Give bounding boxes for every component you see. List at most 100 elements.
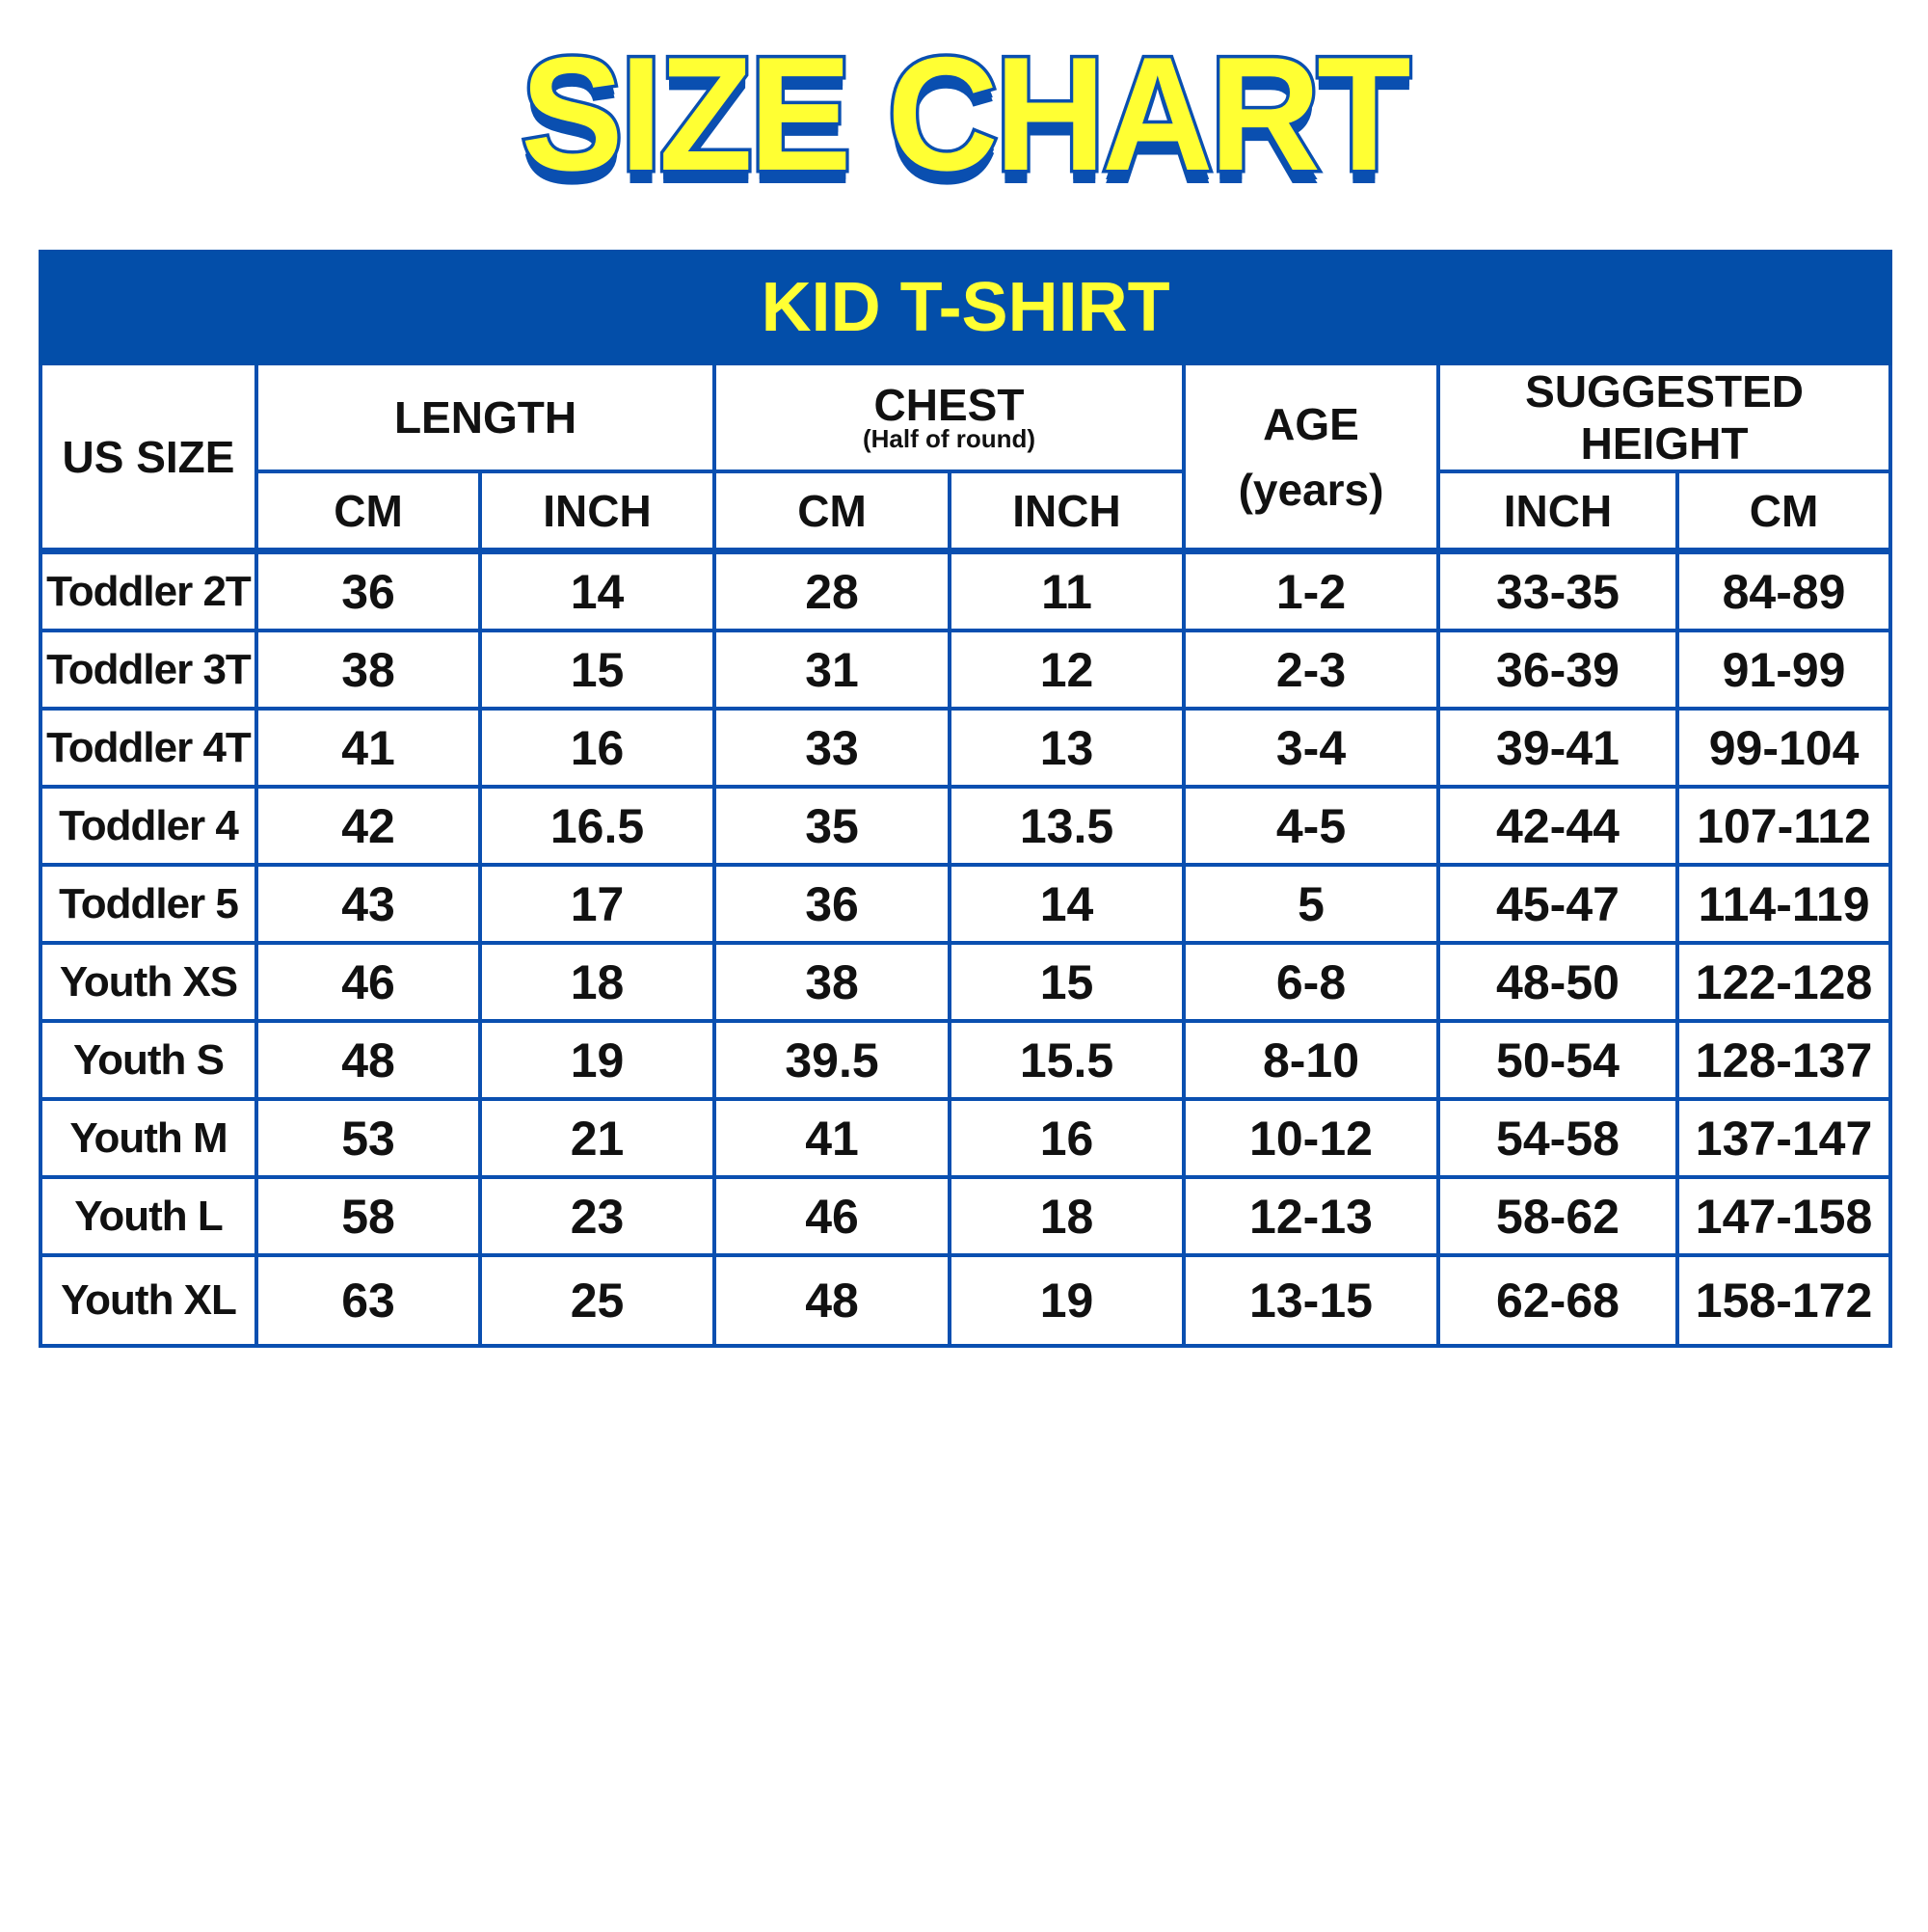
cell-length-cm: 58 — [254, 1175, 482, 1257]
cell-length-inch: 21 — [478, 1097, 716, 1179]
cell-chest-inch: 11 — [948, 548, 1186, 632]
cell-chest-inch: 19 — [948, 1253, 1186, 1348]
cell-chest-cm: 48 — [712, 1253, 951, 1348]
table-caption: KID T-SHIRT — [38, 250, 1893, 365]
cell-chest-cm: 46 — [712, 1175, 951, 1257]
cell-age: 4-5 — [1182, 785, 1440, 867]
cell-height-inch: 50-54 — [1436, 1019, 1679, 1101]
page-title: SIZE CHART — [518, 20, 1414, 208]
cell-age: 8-10 — [1182, 1019, 1440, 1101]
cell-length-cm: 63 — [254, 1253, 482, 1348]
cell-length-cm: 38 — [254, 629, 482, 711]
cell-length-cm: 36 — [254, 548, 482, 632]
cell-chest-inch: 14 — [948, 863, 1186, 945]
cell-chest-cm: 28 — [712, 548, 951, 632]
cell-age: 5 — [1182, 863, 1440, 945]
cell-height-inch: 45-47 — [1436, 863, 1679, 945]
header-us-size: US SIZE — [39, 362, 258, 553]
cell-height-inch: 54-58 — [1436, 1097, 1679, 1179]
header-age-label: AGE — [1263, 398, 1359, 449]
size-table: KID T-SHIRT US SIZE LENGTH CHEST (Half of… — [38, 250, 1893, 1348]
cell-height-cm: 137-147 — [1674, 1097, 1893, 1179]
cell-height-inch: 48-50 — [1436, 941, 1679, 1023]
cell-length-cm: 41 — [254, 707, 482, 789]
cell-length-inch: 23 — [478, 1175, 716, 1257]
table-row: Toddler 2T 36 14 28 11 1-2 33-35 84-89 — [39, 548, 1893, 632]
cell-length-inch: 17 — [478, 863, 716, 945]
header-length-cm: CM — [254, 470, 482, 553]
cell-chest-inch: 12 — [948, 629, 1186, 711]
header-height-cm: CM — [1674, 470, 1893, 553]
cell-length-inch: 18 — [478, 941, 716, 1023]
table-row: Youth L 58 23 46 18 12-13 58-62 147-158 — [39, 1175, 1893, 1257]
cell-size: Youth M — [39, 1097, 258, 1179]
cell-size: Youth S — [39, 1019, 258, 1101]
cell-length-cm: 48 — [254, 1019, 482, 1101]
cell-chest-cm: 36 — [712, 863, 951, 945]
header-age-unit: (years) — [1238, 464, 1384, 515]
cell-size: Toddler 5 — [39, 863, 258, 945]
header-chest-cm: CM — [712, 470, 951, 553]
cell-chest-inch: 15 — [948, 941, 1186, 1023]
cell-chest-inch: 18 — [948, 1175, 1186, 1257]
table-row: Toddler 3T 38 15 31 12 2-3 36-39 91-99 — [39, 629, 1893, 711]
cell-length-cm: 42 — [254, 785, 482, 867]
cell-chest-cm: 39.5 — [712, 1019, 951, 1101]
cell-age: 3-4 — [1182, 707, 1440, 789]
cell-height-inch: 39-41 — [1436, 707, 1679, 789]
cell-chest-cm: 38 — [712, 941, 951, 1023]
table-row: Toddler 4T 41 16 33 13 3-4 39-41 99-104 — [39, 707, 1893, 789]
cell-height-cm: 99-104 — [1674, 707, 1893, 789]
cell-chest-cm: 35 — [712, 785, 951, 867]
cell-height-cm: 147-158 — [1674, 1175, 1893, 1257]
cell-chest-cm: 31 — [712, 629, 951, 711]
cell-height-cm: 91-99 — [1674, 629, 1893, 711]
cell-chest-cm: 33 — [712, 707, 951, 789]
cell-size: Toddler 3T — [39, 629, 258, 711]
cell-height-inch: 33-35 — [1436, 548, 1679, 632]
header-length: LENGTH — [254, 362, 716, 473]
cell-length-inch: 16.5 — [478, 785, 716, 867]
cell-length-inch: 16 — [478, 707, 716, 789]
cell-age: 12-13 — [1182, 1175, 1440, 1257]
cell-height-inch: 58-62 — [1436, 1175, 1679, 1257]
cell-length-inch: 14 — [478, 548, 716, 632]
table-row: Youth M 53 21 41 16 10-12 54-58 137-147 — [39, 1097, 1893, 1179]
cell-height-cm: 84-89 — [1674, 548, 1893, 632]
cell-length-inch: 25 — [478, 1253, 716, 1348]
cell-size: Youth XS — [39, 941, 258, 1023]
cell-height-cm: 122-128 — [1674, 941, 1893, 1023]
cell-size: Toddler 4T — [39, 707, 258, 789]
cell-length-cm: 53 — [254, 1097, 482, 1179]
cell-length-cm: 46 — [254, 941, 482, 1023]
header-height: SUGGESTED HEIGHT — [1435, 362, 1893, 473]
cell-size: Youth XL — [39, 1253, 258, 1348]
cell-height-inch: 36-39 — [1436, 629, 1679, 711]
cell-chest-inch: 13.5 — [948, 785, 1186, 867]
table-row: Youth XS 46 18 38 15 6-8 48-50 122-128 — [39, 941, 1893, 1023]
cell-size: Youth L — [39, 1175, 258, 1257]
cell-height-inch: 62-68 — [1436, 1253, 1679, 1348]
header-chest: CHEST (Half of round) — [712, 362, 1186, 473]
cell-age: 1-2 — [1182, 548, 1440, 632]
header-chest-label: CHEST — [873, 380, 1025, 430]
cell-height-cm: 107-112 — [1674, 785, 1893, 867]
table-row: Toddler 5 43 17 36 14 5 45-47 114-119 — [39, 863, 1893, 945]
table-row: Toddler 4 42 16.5 35 13.5 4-5 42-44 107-112 — [39, 785, 1893, 867]
cell-height-cm: 114-119 — [1674, 863, 1893, 945]
cell-chest-cm: 41 — [712, 1097, 951, 1179]
cell-size: Toddler 4 — [39, 785, 258, 867]
cell-length-inch: 15 — [478, 629, 716, 711]
cell-chest-inch: 16 — [948, 1097, 1186, 1179]
header-chest-note: (Half of round) — [862, 424, 1036, 453]
cell-age: 13-15 — [1182, 1253, 1440, 1348]
cell-height-cm: 128-137 — [1674, 1019, 1893, 1101]
cell-age: 6-8 — [1182, 941, 1440, 1023]
cell-chest-inch: 13 — [948, 707, 1186, 789]
header-chest-inch: INCH — [948, 470, 1186, 553]
cell-length-cm: 43 — [254, 863, 482, 945]
cell-age: 2-3 — [1182, 629, 1440, 711]
table-row: Youth XL 63 25 48 19 13-15 62-68 158-172 — [39, 1253, 1893, 1348]
cell-size: Toddler 2T — [39, 548, 258, 632]
header-age: AGE (years) — [1182, 362, 1440, 553]
